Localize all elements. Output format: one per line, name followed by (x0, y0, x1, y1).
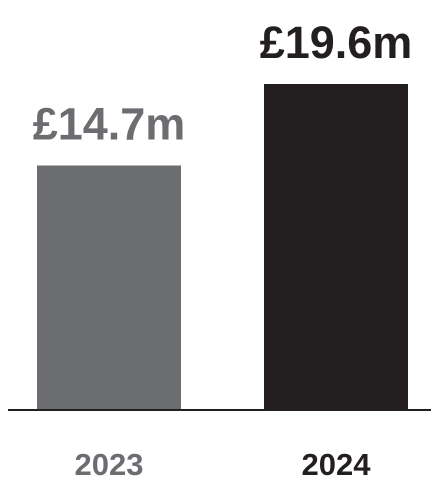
x-tick-label-2024: 2024 (302, 447, 372, 477)
data-label-2024: £19.6m (260, 17, 413, 68)
x-tick-label-2023: 2023 (75, 447, 144, 477)
bar-2024 (264, 84, 408, 410)
data-label-2023: £14.7m (33, 99, 186, 150)
bar-2023 (37, 165, 181, 410)
